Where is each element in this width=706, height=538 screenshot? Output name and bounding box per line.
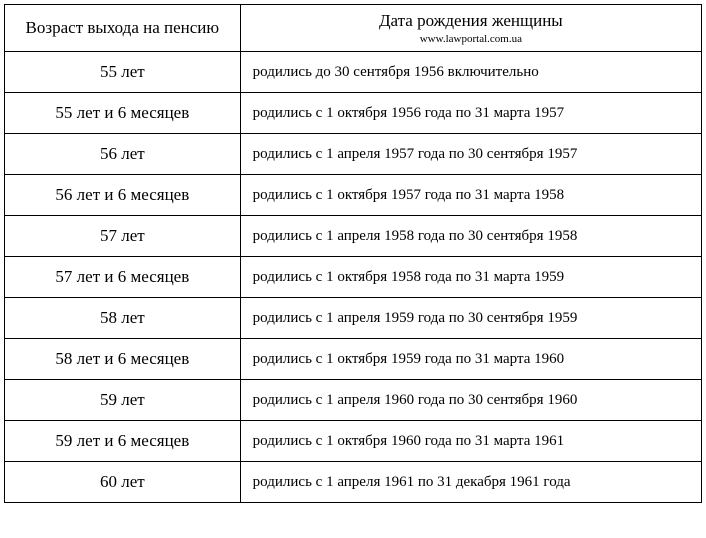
date-cell: родились до 30 сентября 1956 включительн… — [240, 52, 701, 93]
table-row: 59 лет и 6 месяцев родились с 1 октября … — [5, 421, 702, 462]
table-row: 60 лет родились с 1 апреля 1961 по 31 де… — [5, 462, 702, 503]
table-row: 57 лет и 6 месяцев родились с 1 октября … — [5, 257, 702, 298]
age-cell: 59 лет — [5, 380, 241, 421]
table-row: 56 лет родились с 1 апреля 1957 года по … — [5, 134, 702, 175]
age-cell: 57 лет — [5, 216, 241, 257]
age-cell: 60 лет — [5, 462, 241, 503]
date-cell: родились с 1 октября 1956 года по 31 мар… — [240, 93, 701, 134]
age-cell: 56 лет и 6 месяцев — [5, 175, 241, 216]
age-cell: 58 лет и 6 месяцев — [5, 339, 241, 380]
date-cell: родились с 1 октября 1957 года по 31 мар… — [240, 175, 701, 216]
date-cell: родились с 1 апреля 1958 года по 30 сент… — [240, 216, 701, 257]
date-cell: родились с 1 апреля 1960 года по 30 сент… — [240, 380, 701, 421]
pension-age-table: Возраст выхода на пенсию Дата рождения ж… — [4, 4, 702, 503]
date-cell: родились с 1 октября 1958 года по 31 мар… — [240, 257, 701, 298]
age-cell: 56 лет — [5, 134, 241, 175]
header-age-label: Возраст выхода на пенсию — [26, 18, 220, 37]
table-row: 58 лет и 6 месяцев родились с 1 октября … — [5, 339, 702, 380]
age-cell: 59 лет и 6 месяцев — [5, 421, 241, 462]
age-cell: 58 лет — [5, 298, 241, 339]
header-source-url: www.lawportal.com.ua — [245, 33, 697, 45]
table-row: 59 лет родились с 1 апреля 1960 года по … — [5, 380, 702, 421]
date-cell: родились с 1 октября 1960 года по 31 мар… — [240, 421, 701, 462]
table-row: 55 лет и 6 месяцев родились с 1 октября … — [5, 93, 702, 134]
header-date-column: Дата рождения женщины www.lawportal.com.… — [240, 5, 701, 52]
table-row: 55 лет родились до 30 сентября 1956 вклю… — [5, 52, 702, 93]
age-cell: 55 лет — [5, 52, 241, 93]
age-cell: 55 лет и 6 месяцев — [5, 93, 241, 134]
date-cell: родились с 1 апреля 1959 года по 30 сент… — [240, 298, 701, 339]
header-age-column: Возраст выхода на пенсию — [5, 5, 241, 52]
header-date-label: Дата рождения женщины — [379, 11, 563, 30]
table-body: 55 лет родились до 30 сентября 1956 вклю… — [5, 52, 702, 503]
date-cell: родились с 1 апреля 1957 года по 30 сент… — [240, 134, 701, 175]
table-header-row: Возраст выхода на пенсию Дата рождения ж… — [5, 5, 702, 52]
table-row: 58 лет родились с 1 апреля 1959 года по … — [5, 298, 702, 339]
table-row: 57 лет родились с 1 апреля 1958 года по … — [5, 216, 702, 257]
table-row: 56 лет и 6 месяцев родились с 1 октября … — [5, 175, 702, 216]
age-cell: 57 лет и 6 месяцев — [5, 257, 241, 298]
date-cell: родились с 1 апреля 1961 по 31 декабря 1… — [240, 462, 701, 503]
date-cell: родились с 1 октября 1959 года по 31 мар… — [240, 339, 701, 380]
